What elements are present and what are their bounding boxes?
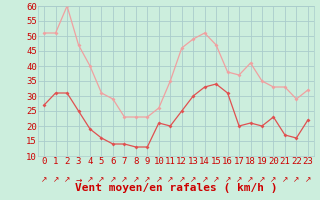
Text: ↗: ↗ [259, 175, 265, 184]
Text: ↗: ↗ [144, 175, 150, 184]
Text: ↗: ↗ [282, 175, 288, 184]
Text: ↗: ↗ [167, 175, 173, 184]
Text: ↗: ↗ [133, 175, 139, 184]
Text: ↗: ↗ [270, 175, 277, 184]
Text: ↗: ↗ [202, 175, 208, 184]
Text: ↗: ↗ [247, 175, 254, 184]
Text: ↗: ↗ [293, 175, 300, 184]
Text: ↗: ↗ [236, 175, 242, 184]
Text: ↗: ↗ [213, 175, 219, 184]
Text: ↗: ↗ [110, 175, 116, 184]
Text: ↗: ↗ [41, 175, 47, 184]
Text: ↗: ↗ [64, 175, 70, 184]
Text: ↗: ↗ [179, 175, 185, 184]
Text: ↗: ↗ [87, 175, 93, 184]
Text: ↗: ↗ [156, 175, 162, 184]
Text: ↗: ↗ [305, 175, 311, 184]
Text: ↗: ↗ [98, 175, 105, 184]
X-axis label: Vent moyen/en rafales ( km/h ): Vent moyen/en rafales ( km/h ) [75, 183, 277, 193]
Text: ↗: ↗ [121, 175, 128, 184]
Text: ↗: ↗ [52, 175, 59, 184]
Text: ↗: ↗ [224, 175, 231, 184]
Text: ↗: ↗ [190, 175, 196, 184]
Text: →: → [75, 175, 82, 184]
